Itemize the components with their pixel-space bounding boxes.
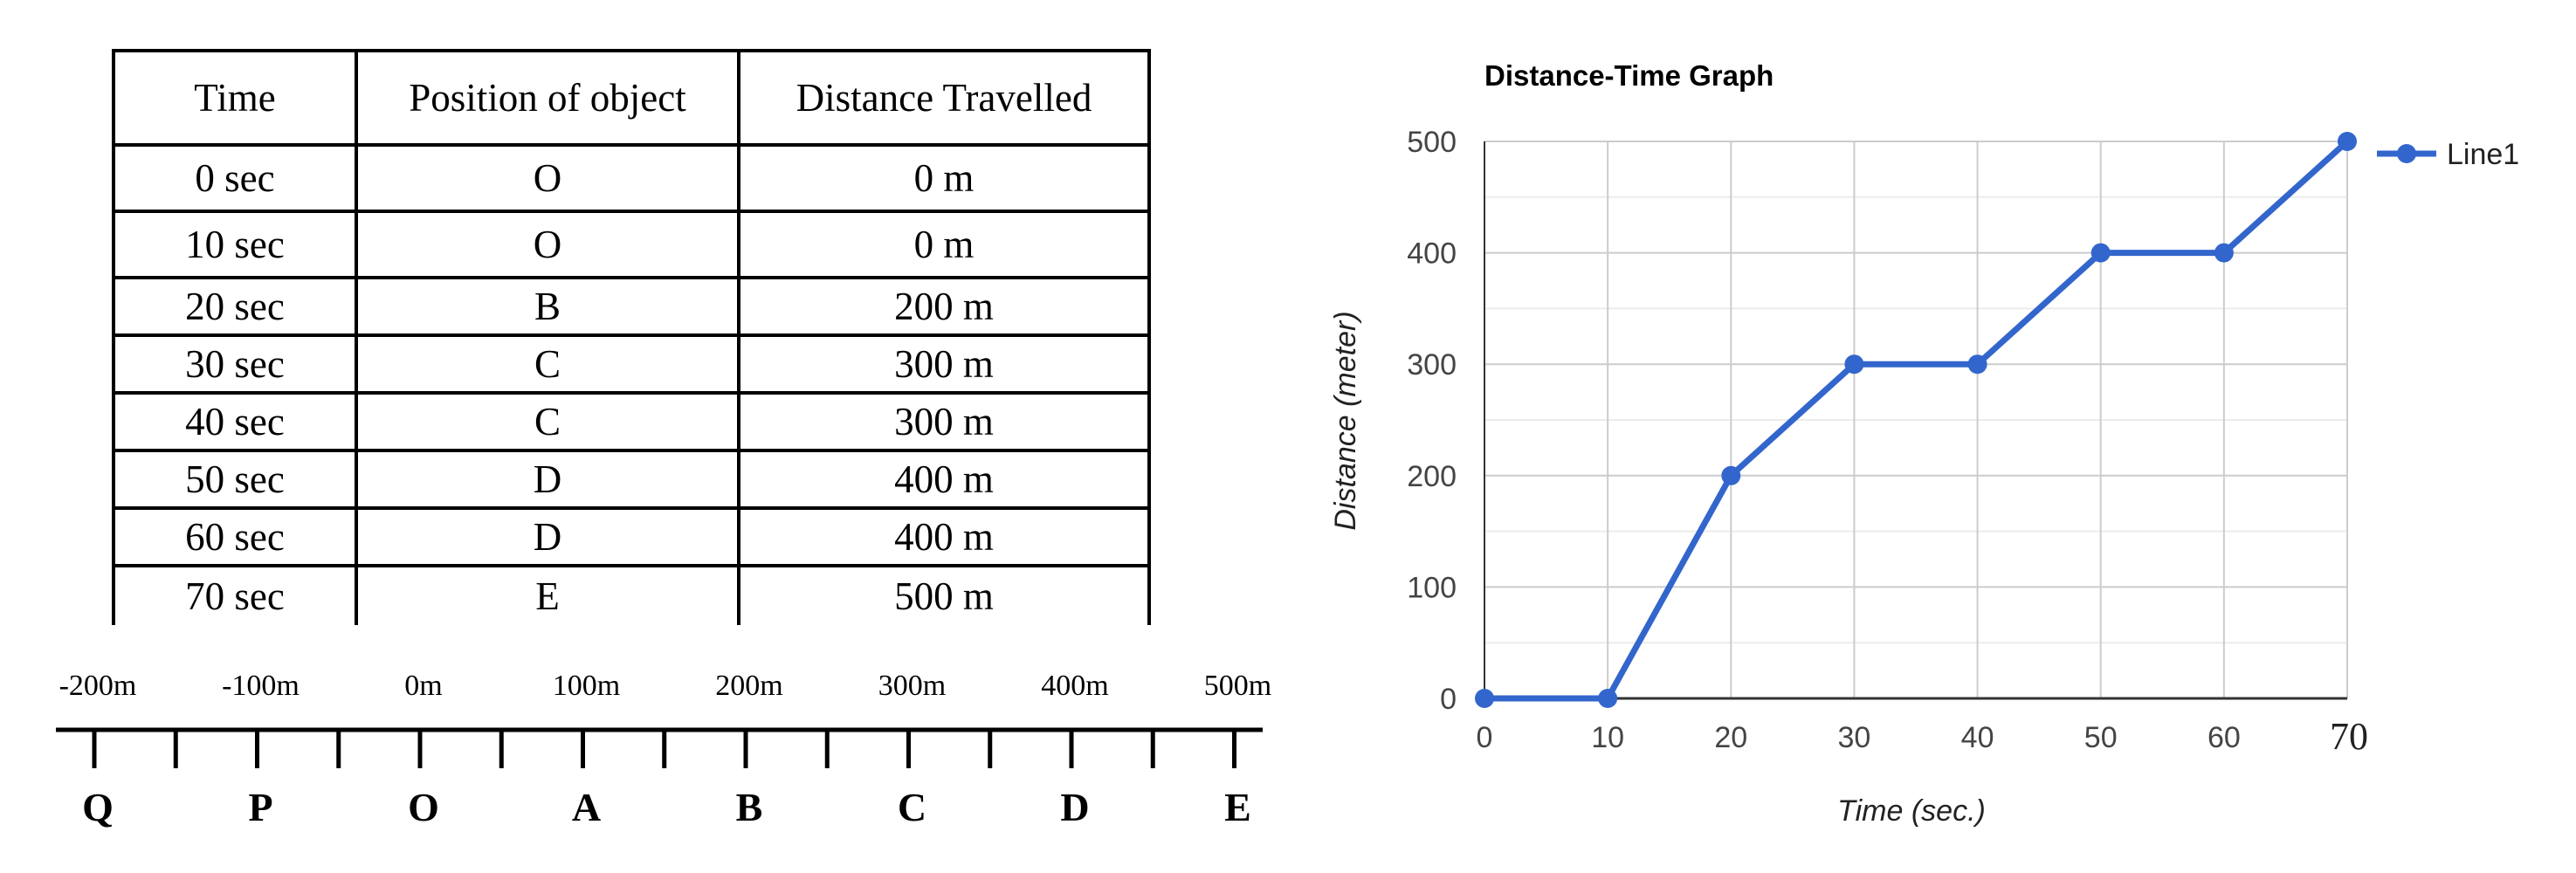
data-point — [1844, 354, 1864, 375]
data-point — [1721, 465, 1741, 485]
cell-distance: 400 m — [737, 506, 1151, 567]
cell-time: 20 sec — [112, 276, 358, 337]
data-point — [1598, 689, 1618, 708]
x-tick-label: 40 — [1961, 721, 1994, 754]
cell-time: 30 sec — [112, 333, 358, 395]
cell-position: C — [355, 333, 740, 395]
cell-time: 60 sec — [112, 506, 358, 567]
cell-distance: 200 m — [737, 276, 1151, 337]
cell-position: D — [355, 449, 740, 510]
cell-position: E — [355, 564, 740, 625]
x-tick-label: 70 — [2330, 715, 2368, 758]
cell-distance: 500 m — [737, 564, 1151, 625]
number-line-label: -100m — [222, 670, 300, 702]
chart-title: Distance-Time Graph — [1484, 59, 1774, 92]
legend-label: Line1 — [2447, 138, 2519, 171]
cell-time: 10 sec — [112, 210, 358, 279]
x-axis-label: Time (sec.) — [1837, 794, 1986, 828]
y-tick-label: 400 — [1407, 237, 1457, 271]
table-row: 30 sec C 300 m — [112, 333, 1151, 395]
number-line-label: 500m — [1204, 670, 1271, 702]
data-point — [2090, 243, 2111, 263]
x-tick-label: 10 — [1591, 721, 1624, 754]
number-line-label: 400m — [1041, 670, 1108, 702]
cell-position: O — [355, 143, 740, 213]
number-line-label: 200m — [715, 670, 782, 702]
data-point — [2338, 132, 2357, 151]
cell-distance: 300 m — [737, 391, 1151, 452]
number-line-point: E — [1224, 785, 1251, 829]
table-row: 0 sec O 0 m — [112, 143, 1151, 213]
table-row: 50 sec D 400 m — [112, 449, 1151, 510]
x-tick-label: 30 — [1838, 721, 1871, 754]
table-row: 10 sec O 0 m — [112, 210, 1151, 279]
cell-time: 50 sec — [112, 449, 358, 510]
y-tick-label: 100 — [1407, 571, 1457, 604]
table-row: 20 sec B 200 m — [112, 276, 1151, 337]
number-line-point: O — [408, 785, 439, 829]
x-tick-label: 0 — [1477, 721, 1493, 754]
distance-table: Time Position of object Distance Travell… — [112, 49, 1151, 625]
cell-distance: 0 m — [737, 210, 1151, 279]
cell-position: D — [355, 506, 740, 567]
cell-time: 70 sec — [112, 564, 358, 625]
table-row: 70 sec E 500 m — [112, 564, 1151, 625]
series-line — [1484, 139, 2350, 702]
cell-distance: 0 m — [737, 143, 1151, 213]
y-tick-label: 0 — [1440, 683, 1457, 716]
legend-marker — [2397, 144, 2416, 163]
x-tick-label: 60 — [2208, 721, 2241, 754]
header-distance: Distance Travelled — [737, 49, 1151, 147]
cell-distance: 400 m — [737, 449, 1151, 510]
cell-distance: 300 m — [737, 333, 1151, 395]
number-line-label: 0m — [404, 670, 442, 702]
y-tick-label: 300 — [1407, 348, 1457, 382]
cell-position: C — [355, 391, 740, 452]
cell-position: O — [355, 210, 740, 279]
cell-position: B — [355, 276, 740, 337]
x-tick-label: 50 — [2084, 721, 2118, 754]
number-line-label: 100m — [553, 670, 620, 702]
header-time: Time — [112, 49, 358, 147]
number-line-point: B — [736, 785, 763, 829]
table-row: 40 sec C 300 m — [112, 391, 1151, 452]
number-line-point: P — [248, 785, 272, 829]
cell-time: 40 sec — [112, 391, 358, 452]
data-point — [2214, 243, 2234, 263]
number-line-point: C — [898, 785, 926, 829]
number-line-point: A — [572, 785, 601, 829]
y-tick-label: 500 — [1407, 126, 1457, 159]
number-line-label: -200m — [59, 670, 137, 702]
table-row: 60 sec D 400 m — [112, 506, 1151, 567]
cell-time: 0 sec — [112, 143, 358, 213]
number-line: -200m Q -100m P 0m O 100m A 200m B 300m C 400m D 500m E — [56, 670, 1271, 829]
number-line-label: 300m — [878, 670, 946, 702]
number-line-point: Q — [82, 785, 114, 829]
distance-time-chart: Distance-Time Graph 0 100 200 300 400 500 0 10 20… — [1329, 59, 2519, 828]
y-tick-label: 200 — [1407, 460, 1457, 493]
table-header-row: Time Position of object Distance Travell… — [112, 49, 1151, 147]
number-line-point: D — [1060, 785, 1089, 829]
header-position: Position of object — [355, 49, 740, 147]
y-axis-label: Distance (meter) — [1329, 311, 1362, 530]
x-tick-label: 20 — [1714, 721, 1747, 754]
data-point — [1967, 354, 1987, 375]
data-point — [1475, 689, 1494, 708]
